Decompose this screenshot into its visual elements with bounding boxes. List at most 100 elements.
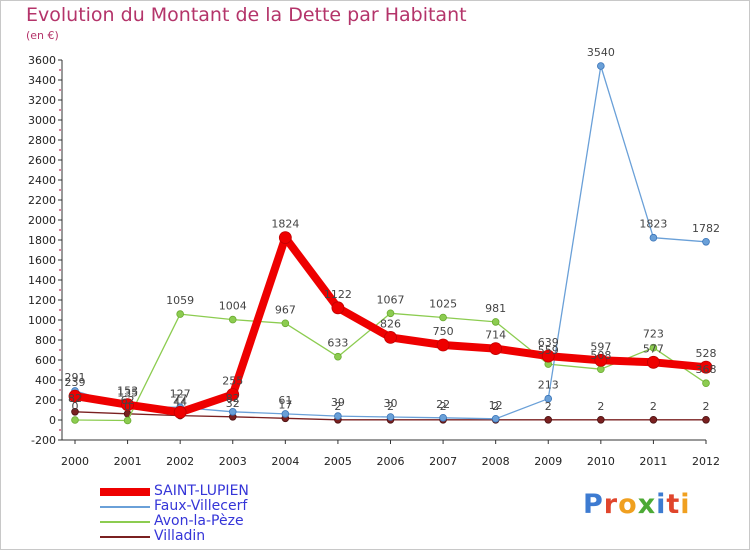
data-label: 22 (436, 398, 450, 411)
x-tick-label: 2004 (271, 455, 299, 468)
legend-label: Faux-Villecerf (154, 498, 248, 514)
data-point (331, 301, 345, 315)
y-tick-label: 400 (35, 374, 56, 387)
data-label: 17 (278, 398, 292, 411)
data-label: 82 (226, 392, 240, 405)
data-label: 2 (597, 400, 604, 413)
data-label: 239 (65, 376, 86, 389)
x-tick-label: 2007 (429, 455, 457, 468)
data-label: 44 (173, 396, 187, 409)
data-label: 826 (380, 317, 401, 330)
x-tick-label: 2011 (639, 455, 667, 468)
legend-label: Avon-la-Pèze (154, 513, 244, 529)
y-minor-dot (59, 209, 61, 211)
y-minor-dot (59, 389, 61, 391)
y-minor-dot (59, 289, 61, 291)
data-label: 1004 (219, 300, 247, 313)
data-label: 508 (590, 349, 611, 362)
logo-letter: i (680, 489, 691, 520)
data-label: 32 (226, 397, 240, 410)
data-label: 967 (275, 303, 296, 316)
logo-letter: P (583, 489, 604, 520)
data-point (281, 319, 290, 328)
data-point (281, 410, 290, 418)
x-tick-label: 2010 (587, 455, 615, 468)
series-line (74, 65, 707, 420)
data-label: 750 (433, 325, 454, 338)
y-tick-label: 0 (49, 414, 56, 427)
data-label: 714 (485, 329, 506, 342)
data-point (491, 318, 500, 326)
data-point (176, 310, 184, 318)
data-label: 2 (703, 400, 710, 413)
y-tick-label: 600 (35, 354, 56, 367)
y-minor-dot (59, 149, 61, 151)
data-label: 597 (590, 340, 611, 353)
data-point (71, 407, 79, 416)
data-label: 30 (384, 397, 398, 410)
series-2 (71, 309, 710, 425)
data-label: 1059 (166, 294, 194, 307)
data-label: 1122 (324, 288, 352, 301)
series-1 (71, 62, 710, 423)
data-label: 2 (387, 400, 394, 413)
y-tick-label: 1000 (28, 314, 56, 327)
data-point (228, 315, 237, 324)
y-tick-label: 2800 (28, 134, 56, 147)
data-point (384, 330, 397, 344)
y-tick-label: 1600 (28, 254, 56, 267)
data-label: 639 (538, 336, 559, 349)
data-point (597, 415, 605, 424)
data-label: 0 (72, 400, 79, 413)
data-label: 2 (545, 400, 552, 413)
data-point (226, 388, 240, 401)
logo-letter: o (618, 489, 638, 520)
chart-unit: (en €) (26, 29, 59, 42)
data-point (544, 394, 553, 403)
y-minor-dot (59, 309, 61, 311)
data-label: 2 (650, 400, 657, 413)
x-tick-label: 2012 (692, 455, 720, 468)
y-minor-dot (59, 129, 61, 131)
data-label: 368 (696, 363, 717, 376)
y-minor-dot (59, 229, 61, 231)
y-minor-dot (59, 69, 61, 71)
data-point (68, 389, 82, 403)
y-tick-label: -200 (31, 434, 56, 447)
data-point (594, 353, 608, 367)
data-point (649, 233, 658, 242)
y-tick-label: 3400 (28, 74, 56, 87)
y-tick-label: 2200 (28, 194, 56, 207)
data-point (173, 405, 187, 419)
data-label: 1025 (429, 298, 457, 311)
data-point (597, 365, 605, 374)
y-minor-dot (59, 269, 61, 271)
y-minor-dot (59, 329, 61, 331)
y-tick-label: 3200 (28, 94, 56, 107)
y-tick-label: 200 (35, 394, 56, 407)
data-point (121, 398, 134, 412)
data-point (71, 416, 79, 424)
logo-letter: r (603, 489, 619, 520)
data-label: 153 (117, 385, 138, 398)
y-tick-label: 1200 (28, 294, 56, 307)
data-label: 82 (68, 392, 82, 405)
x-tick-label: 2002 (166, 455, 194, 468)
data-point (597, 62, 605, 70)
data-point (649, 343, 658, 352)
y-minor-dot (59, 169, 61, 171)
data-point (702, 415, 710, 424)
data-label: 723 (643, 328, 664, 341)
y-tick-label: 3000 (28, 114, 56, 127)
data-point (489, 342, 503, 356)
data-label: 1067 (377, 293, 405, 306)
x-tick-label: 2005 (324, 455, 352, 468)
y-minor-dot (59, 89, 61, 91)
data-label: 39 (331, 396, 345, 409)
data-label: 1824 (271, 218, 299, 231)
data-label: 2 (440, 400, 447, 413)
data-point (702, 379, 710, 388)
data-label: 213 (538, 379, 559, 392)
y-tick-label: 1800 (28, 234, 56, 247)
